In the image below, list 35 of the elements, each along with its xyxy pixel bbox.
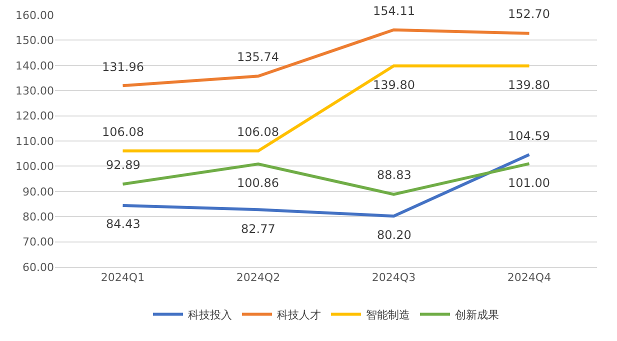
x-tick-label: 2024Q2 <box>236 271 280 284</box>
y-tick-label: 70.00 <box>22 236 54 249</box>
y-tick-label: 150.00 <box>16 34 54 48</box>
y-tick-label: 100.00 <box>16 160 54 174</box>
y-tick-label: 60.00 <box>22 260 54 274</box>
data-label: 154.11 <box>373 4 415 18</box>
y-tick-label: 140.00 <box>16 59 54 72</box>
data-label: 92.89 <box>106 158 140 172</box>
data-label: 131.96 <box>102 60 144 74</box>
data-label: 104.59 <box>508 129 550 143</box>
y-tick-label: 120.00 <box>16 110 54 123</box>
x-tick-label: 2024Q3 <box>372 271 416 284</box>
y-tick-label: 160.00 <box>16 8 54 22</box>
data-label: 135.74 <box>237 50 279 64</box>
y-tick-label: 130.00 <box>16 84 54 98</box>
legend-label: 创新成果 <box>455 308 499 322</box>
data-label: 80.20 <box>377 228 412 242</box>
data-label: 82.77 <box>241 222 276 236</box>
legend-label: 智能制造 <box>366 308 410 322</box>
y-tick-label: 90.00 <box>22 185 54 198</box>
data-label: 139.80 <box>373 78 415 92</box>
legend-label: 科技投入 <box>188 308 232 322</box>
data-label: 100.86 <box>237 176 279 190</box>
y-tick-label: 80.00 <box>22 210 54 224</box>
y-tick-label: 110.00 <box>16 134 54 148</box>
data-label: 84.43 <box>106 217 140 231</box>
data-label: 106.08 <box>102 125 144 139</box>
data-label: 101.00 <box>508 176 550 190</box>
legend-label: 科技人才 <box>277 308 321 322</box>
data-label: 152.70 <box>508 7 550 21</box>
data-label: 88.83 <box>377 168 412 182</box>
x-tick-label: 2024Q1 <box>100 271 145 284</box>
data-label: 106.08 <box>237 125 279 139</box>
x-tick-label: 2024Q4 <box>507 271 552 284</box>
data-label: 139.80 <box>508 78 550 92</box>
